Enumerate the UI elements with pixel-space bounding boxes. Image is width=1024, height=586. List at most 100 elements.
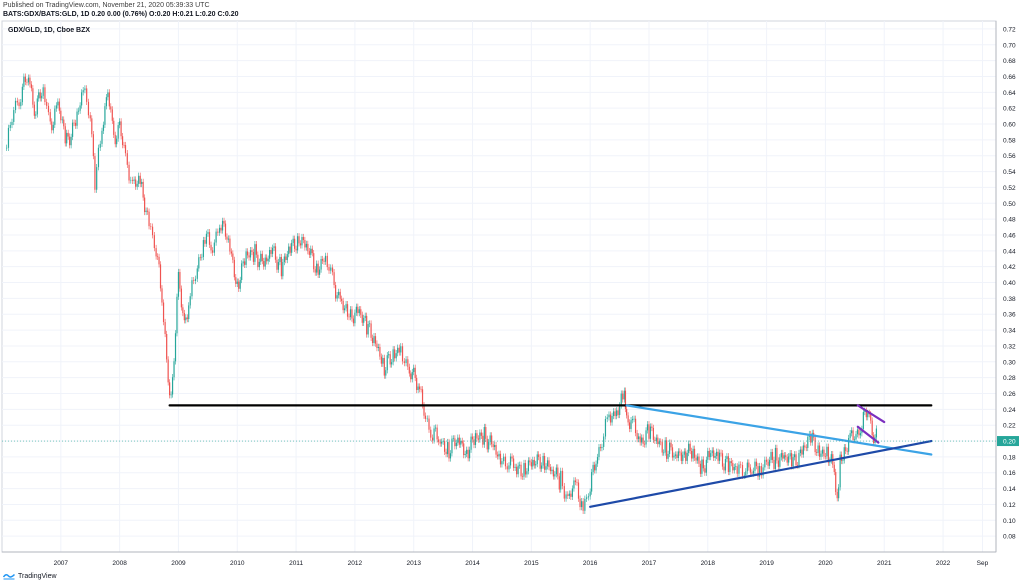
- candle-body: [768, 459, 771, 466]
- candle-body: [867, 412, 869, 418]
- candle-body: [44, 87, 46, 102]
- candle-body: [563, 486, 565, 499]
- candle-body: [324, 255, 327, 262]
- trendline-flag-upper-purple[interactable]: [856, 404, 886, 424]
- candle-body: [52, 124, 54, 131]
- tradingview-brand[interactable]: TradingView: [3, 572, 57, 580]
- x-tick-label: 2022: [936, 560, 951, 567]
- candle-body: [305, 243, 307, 248]
- candle-body: [296, 236, 299, 251]
- candle-body: [270, 249, 272, 254]
- candle-body: [516, 466, 518, 475]
- candle-body: [823, 449, 825, 457]
- candle-body: [551, 469, 553, 472]
- candle-body: [549, 467, 552, 472]
- candle-body: [807, 436, 809, 448]
- candle-body: [741, 465, 744, 476]
- y-tick-label: 0.24: [1003, 407, 1016, 414]
- last-price-value: 0.20: [1003, 439, 1016, 446]
- x-tick-label: 2007: [54, 560, 69, 567]
- candle-body: [269, 249, 271, 259]
- candle-body: [35, 114, 37, 116]
- candle-body: [14, 100, 17, 111]
- candle-body: [568, 493, 570, 496]
- candle-body: [461, 440, 463, 444]
- candle-body: [54, 108, 56, 125]
- candle-body: [370, 323, 372, 338]
- time-axis[interactable]: 2007 2008 2009 2010 2011 2012 2013 2014 2015 2016…: [54, 560, 989, 567]
- candle-body: [320, 258, 322, 270]
- candle-body: [33, 104, 35, 116]
- candle-body: [793, 454, 796, 458]
- candle-body: [711, 450, 713, 454]
- candle-body: [123, 145, 125, 146]
- candle-body: [671, 447, 674, 458]
- candle-body: [326, 255, 328, 268]
- y-tick-label: 0.72: [1003, 26, 1016, 33]
- candle-body: [202, 240, 204, 257]
- candle-body: [623, 390, 625, 400]
- candle-body: [26, 81, 28, 83]
- candle-body: [622, 393, 624, 400]
- candle-body: [331, 267, 334, 273]
- candle-body: [145, 210, 147, 213]
- candle-body: [257, 254, 259, 268]
- price-axis[interactable]: 0.72 0.70 0.68 0.66 0.64 0.62 0.60 0.58 0.56 0.54…: [1003, 26, 1016, 540]
- candle-body: [542, 456, 544, 466]
- candle-body: [73, 122, 75, 124]
- candle-body: [376, 343, 378, 349]
- candle-body: [789, 453, 791, 457]
- candle-body: [16, 100, 18, 103]
- candle-body: [252, 251, 255, 262]
- candle-body: [696, 456, 699, 461]
- candle-body: [159, 264, 162, 289]
- candle-body: [173, 361, 175, 378]
- candle-body: [51, 121, 53, 131]
- candle-body: [87, 101, 90, 116]
- candle-body: [255, 244, 257, 255]
- candle-body: [254, 244, 256, 262]
- candle-body: [423, 405, 425, 416]
- candle-body: [496, 454, 499, 457]
- candle-body: [606, 417, 608, 420]
- trendline-flag-lower-purple[interactable]: [856, 425, 880, 444]
- trendline-ascending-darkblue[interactable]: [589, 439, 933, 508]
- candle-body: [785, 455, 787, 458]
- y-tick-label: 0.64: [1003, 90, 1016, 97]
- candle-body: [64, 126, 66, 144]
- candle-body: [377, 346, 380, 349]
- candle-body: [557, 467, 559, 477]
- x-tick-label: 2011: [289, 560, 303, 567]
- candle-body: [11, 121, 13, 125]
- candle-body: [548, 460, 550, 468]
- candle-body: [69, 136, 71, 146]
- x-tick-label: 2009: [171, 560, 186, 567]
- candle-body: [859, 433, 862, 436]
- candle-body: [348, 316, 350, 318]
- candle-body: [261, 253, 263, 262]
- candle-body: [539, 457, 541, 469]
- candle-body: [357, 306, 359, 314]
- candle-body: [804, 445, 806, 448]
- trendline-descending-lightblue[interactable]: [625, 404, 933, 456]
- trendlines[interactable]: [168, 404, 933, 508]
- candle-body: [97, 147, 100, 168]
- candle-body: [851, 430, 853, 434]
- candle-body: [473, 439, 475, 445]
- candle-body: [373, 336, 375, 344]
- candle-body: [848, 438, 850, 452]
- candle-body: [36, 98, 38, 115]
- candle-body: [771, 452, 774, 460]
- candle-body: [138, 175, 140, 184]
- candle-body: [598, 447, 600, 458]
- candle-body: [128, 164, 130, 181]
- candle-body: [764, 459, 766, 468]
- candle-body: [630, 420, 632, 429]
- candle-body: [23, 76, 25, 87]
- candle-body: [733, 466, 735, 471]
- candle-body: [604, 419, 607, 437]
- candle-body: [174, 333, 177, 362]
- candle-body: [488, 442, 490, 450]
- x-tick-label: 2019: [759, 560, 774, 567]
